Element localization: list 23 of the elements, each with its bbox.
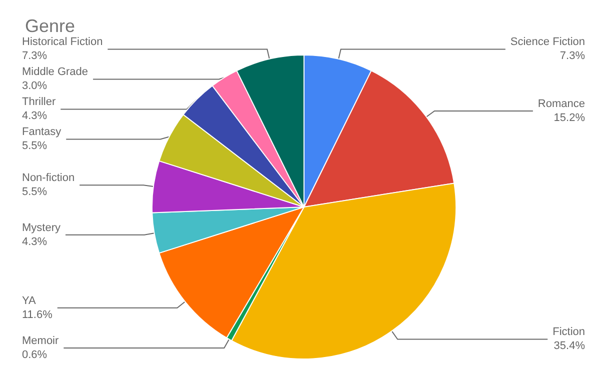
slice-label: Middle Grade: [22, 66, 88, 78]
slice-label: Science Fiction: [510, 36, 585, 48]
data-label: 4.3%: [22, 236, 48, 248]
chart-title: Genre: [25, 16, 76, 36]
data-label: 7.3%: [560, 50, 586, 62]
data-label: 11.6%: [22, 308, 53, 321]
slice-label: Mystery: [22, 222, 61, 234]
slice-label: Historical Fiction: [22, 36, 103, 48]
data-label: 5.5%: [22, 140, 48, 152]
slice-label: Memoir: [22, 334, 60, 347]
data-label: 4.3%: [22, 110, 48, 122]
data-label: 35.4%: [554, 340, 586, 352]
data-label: 0.6%: [22, 348, 48, 361]
data-label: 3.0%: [22, 80, 48, 92]
data-label: 15.2%: [554, 112, 586, 124]
slice-label: Fiction: [552, 326, 585, 338]
slice-label: Fantasy: [22, 126, 62, 138]
data-label: 7.3%: [22, 50, 48, 62]
slice-label: Non-fiction: [22, 172, 75, 184]
slice-label: Thriller: [22, 96, 56, 108]
slice-label: Romance: [538, 98, 585, 110]
slice-label: YA: [22, 294, 37, 307]
data-label: 5.5%: [22, 186, 48, 198]
